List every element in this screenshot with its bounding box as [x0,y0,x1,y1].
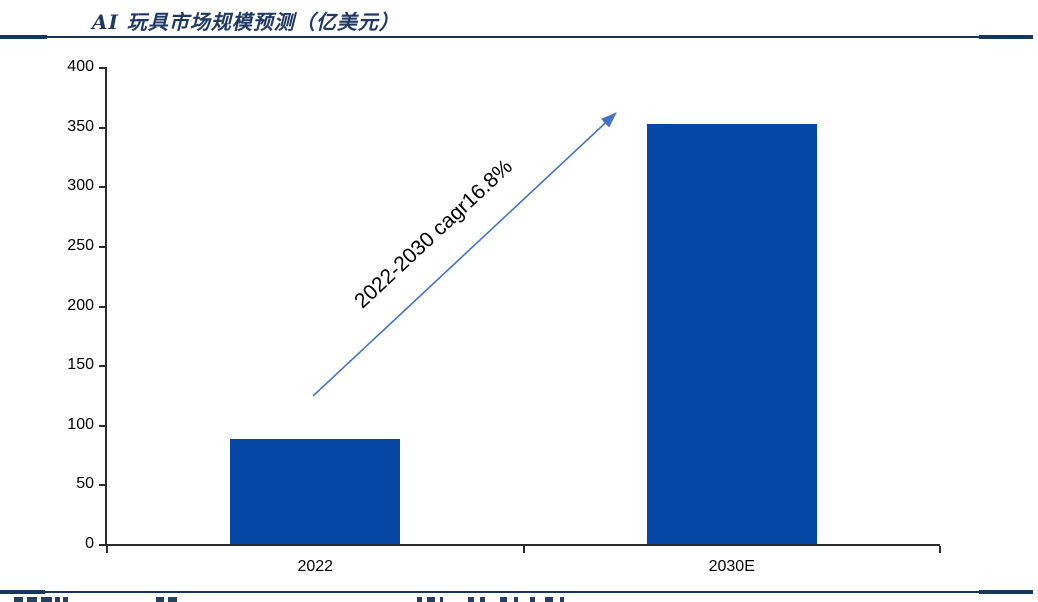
clipped-glyph-top [500,597,507,602]
x-category-label-2022: 2022 [297,558,334,575]
x-tick-mark [106,546,108,553]
y-tick-label: 100 [67,415,94,433]
clipped-glyph-top [514,597,518,602]
bottom-rule [0,591,1033,593]
clipped-glyph-top [417,597,422,602]
y-tick-mark [99,305,105,308]
x-tick-mark [939,546,941,553]
y-tick-mark [99,484,105,487]
clipped-glyph-top [168,597,177,602]
top-rule-thick-right [979,35,1033,39]
x-category-label-2030E: 2030E [708,558,755,575]
x-axis-line [105,544,940,546]
y-tick-label: 150 [67,356,94,374]
y-tick-mark [99,126,105,129]
y-tick-label: 350 [67,117,94,135]
y-tick-label: 300 [67,177,94,195]
y-tick-mark [99,186,105,189]
y-tick-mark [99,365,105,368]
y-tick-mark [99,67,105,69]
chart-title: AI 玩具市场规模预测（亿美元） [92,10,400,34]
bar-2022 [230,439,401,544]
clipped-glyph-top [560,597,564,602]
y-tick-mark [99,544,105,546]
clipped-glyph-top [427,597,435,602]
y-tick-label: 50 [76,475,94,493]
clipped-glyph-top [545,597,553,602]
y-tick-label: 250 [67,236,94,254]
bottom-rule-thick-left [0,590,45,594]
clipped-glyph-top [55,597,60,602]
y-tick-mark [99,245,105,248]
y-tick-label: 400 [67,58,94,75]
x-tick-mark [522,546,525,553]
clipped-glyph-top [480,597,485,602]
clipped-glyph-top [63,597,68,602]
top-rule [0,36,1033,38]
clipped-glyph-top [41,597,52,602]
clipped-glyph-top [440,597,443,602]
clipped-glyph-top [14,597,23,602]
y-tick-label: 0 [85,535,94,552]
clipped-glyph-top [530,597,535,602]
clipped-glyph-top [27,597,37,602]
y-tick-mark [99,424,105,427]
clipped-glyph-top [468,597,474,602]
bar-2030E [646,124,817,544]
clipped-glyph-top [156,597,164,602]
top-rule-thick-left [0,35,47,39]
y-axis-line [105,67,107,546]
bottom-rule-thick-right [979,590,1033,594]
y-tick-label: 200 [67,296,94,314]
